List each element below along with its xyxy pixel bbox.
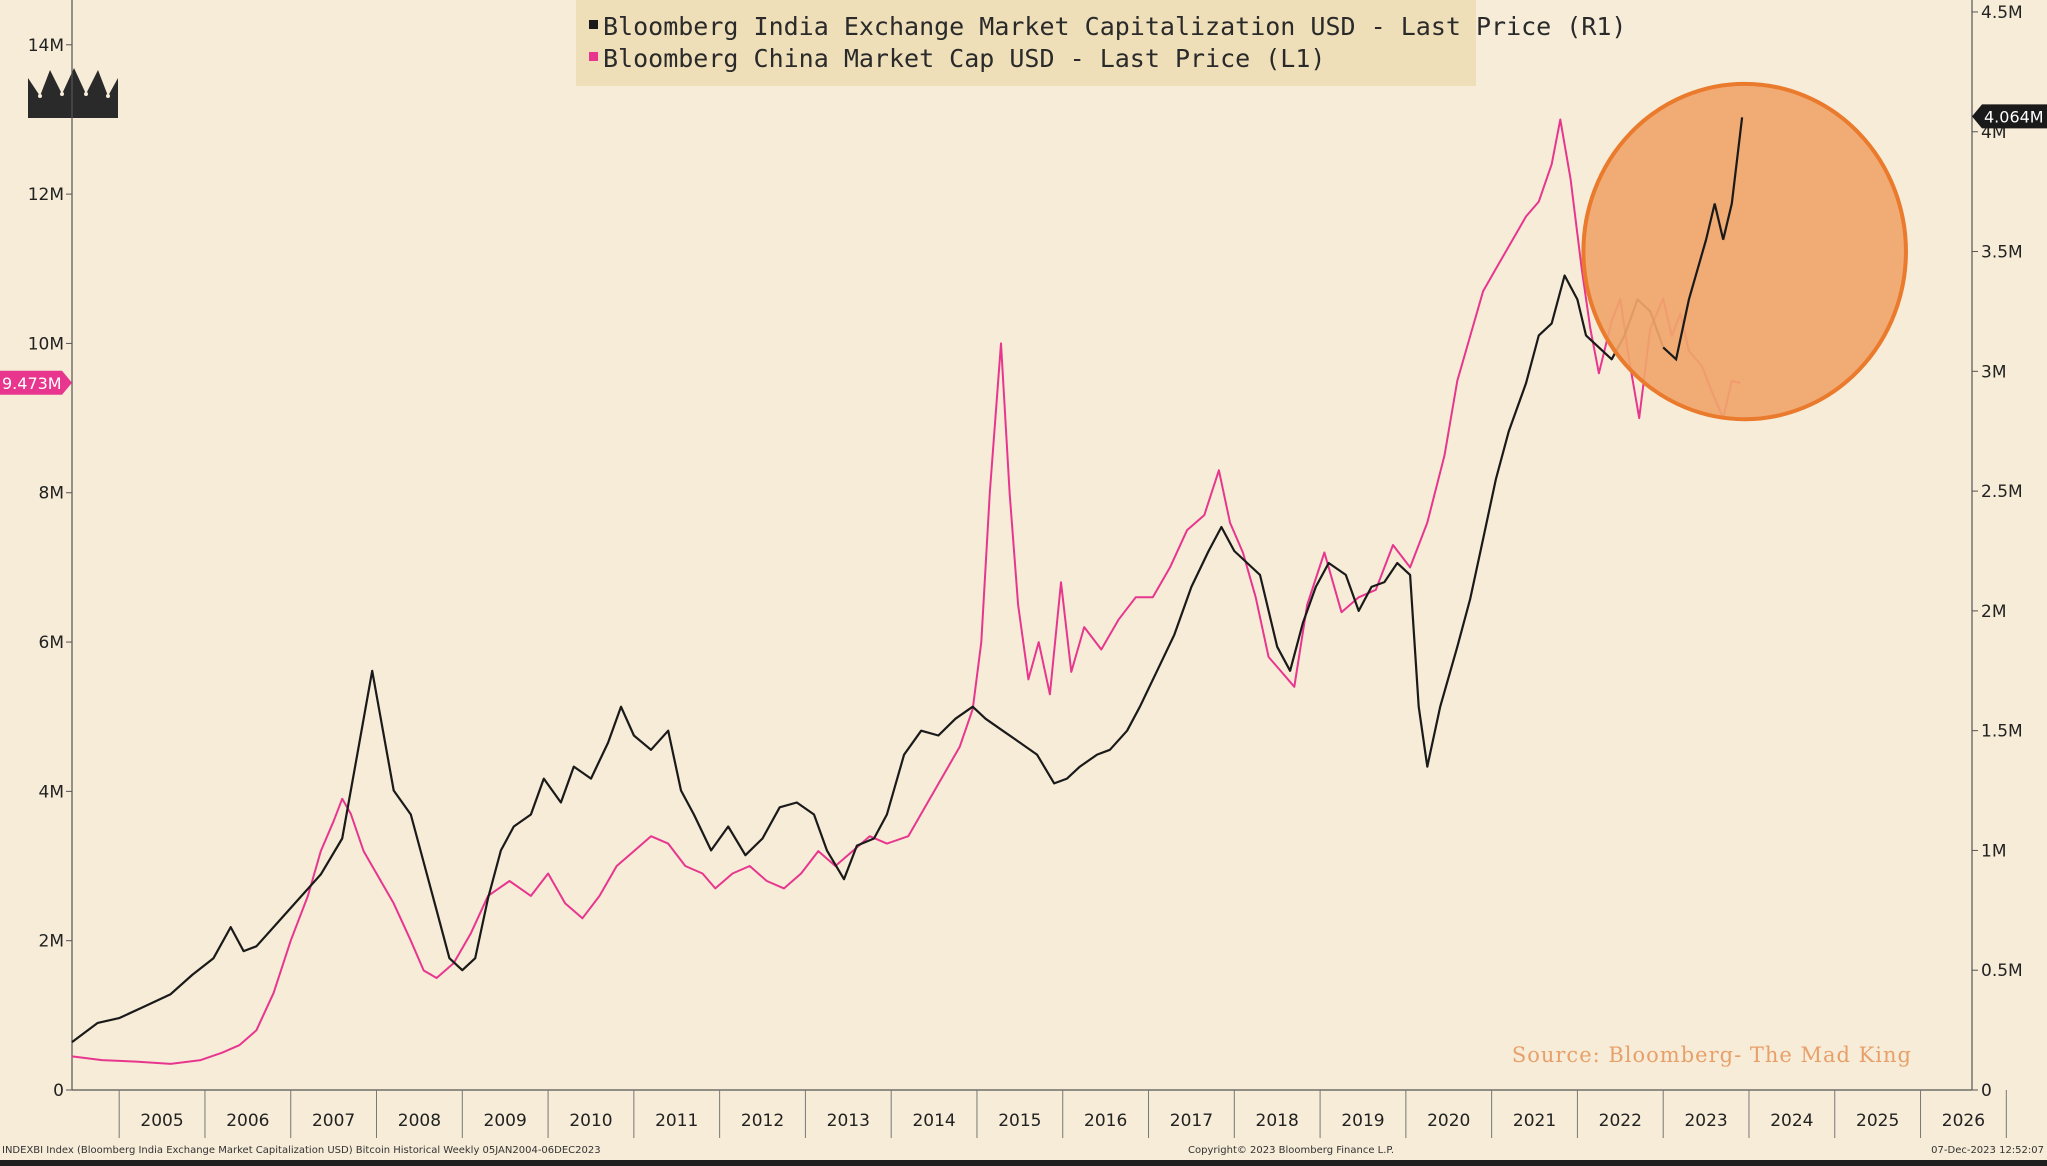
x-tick-label-2008: 2008 bbox=[398, 1111, 441, 1131]
y-right-tick-label: 3.5M bbox=[1981, 243, 2023, 263]
y-left-tick-label: 0 bbox=[53, 1081, 64, 1101]
x-tick-label-2017: 2017 bbox=[1170, 1111, 1213, 1131]
y-left-tick-label: 10M bbox=[28, 334, 64, 354]
x-tick-label-2022: 2022 bbox=[1599, 1111, 1642, 1131]
x-tick-label-2023: 2023 bbox=[1684, 1111, 1727, 1131]
x-tick-label-2006: 2006 bbox=[226, 1111, 269, 1131]
x-tick-label-2025: 2025 bbox=[1856, 1111, 1899, 1131]
x-tick-label-2009: 2009 bbox=[484, 1111, 527, 1131]
x-tick-label-2005: 2005 bbox=[140, 1111, 183, 1131]
y-right-tick-label: 3M bbox=[1981, 362, 2006, 382]
x-tick-label-2011: 2011 bbox=[655, 1111, 698, 1131]
series-line-china-market-cap bbox=[71, 118, 1741, 1065]
x-tick-label-2020: 2020 bbox=[1427, 1111, 1470, 1131]
y-right-tick-label: 0 bbox=[1981, 1081, 1992, 1101]
left-last-value-label: 9.473M bbox=[2, 374, 62, 393]
right-last-value-label: 4.064M bbox=[1984, 107, 2044, 126]
footer-center: Copyright© 2023 Bloomberg Finance L.P. bbox=[1188, 1145, 1394, 1156]
y-axis-left-labels: 0 2M 4M 6M 8M 10M 12M 14M bbox=[28, 36, 64, 1101]
footer-left: INDEXBI Index (Bloomberg India Exchange … bbox=[2, 1145, 601, 1156]
y-left-tick-label: 8M bbox=[39, 484, 64, 504]
left-last-value-tag: 9.473M bbox=[0, 370, 72, 395]
source-note: Source: Bloomberg- The Mad King bbox=[1512, 1043, 1912, 1067]
x-tick-label-2021: 2021 bbox=[1513, 1111, 1556, 1131]
y-left-tick-label: 2M bbox=[39, 932, 64, 952]
series-line-india-market-cap bbox=[71, 117, 1744, 1043]
x-axis-labels: 2005 2006 2007 2008 2009 2010 2011 2012 2013 2014… bbox=[140, 1111, 1985, 1131]
x-tick-label-2010: 2010 bbox=[569, 1111, 612, 1131]
right-last-value-tag: 4.064M bbox=[1972, 104, 2047, 129]
x-tick-label-2024: 2024 bbox=[1770, 1111, 1813, 1131]
x-tick-label-2007: 2007 bbox=[312, 1111, 355, 1131]
highlight-circle bbox=[1581, 81, 1908, 422]
y-right-tick-label: 0.5M bbox=[1981, 961, 2023, 981]
chart-axes bbox=[66, 0, 2007, 1138]
y-left-tick-label: 6M bbox=[39, 633, 64, 653]
x-tick-label-2026: 2026 bbox=[1942, 1111, 1985, 1131]
legend-swatch-india bbox=[589, 20, 598, 29]
x-tick-label-2014: 2014 bbox=[912, 1111, 955, 1131]
y-right-tick-label: 1.5M bbox=[1981, 722, 2023, 742]
y-left-tick-label: 12M bbox=[28, 185, 64, 205]
y-right-tick-label: 2M bbox=[1981, 602, 2006, 622]
crown-icon bbox=[28, 68, 118, 118]
legend-label-india: Bloomberg India Exchange Market Capitali… bbox=[603, 12, 1627, 41]
y-right-tick-label: 1M bbox=[1981, 841, 2006, 861]
x-tick-label-2015: 2015 bbox=[998, 1111, 1041, 1131]
legend-label-china: Bloomberg China Market Cap USD - Last Pr… bbox=[603, 44, 1325, 73]
x-tick-label-2018: 2018 bbox=[1256, 1111, 1299, 1131]
series-line-india-tail bbox=[1662, 117, 1744, 362]
x-tick-label-2019: 2019 bbox=[1341, 1111, 1384, 1131]
footer-bottom-strip bbox=[0, 1160, 2047, 1166]
legend-swatch-china bbox=[589, 52, 598, 61]
x-tick-label-2012: 2012 bbox=[741, 1111, 784, 1131]
legend: Bloomberg India Exchange Market Capitali… bbox=[576, 0, 1627, 86]
x-tick-label-2016: 2016 bbox=[1084, 1111, 1127, 1131]
y-left-tick-label: 4M bbox=[39, 782, 64, 802]
y-left-tick-label: 14M bbox=[28, 36, 64, 56]
footer-right: 07-Dec-2023 12:52:07 bbox=[1931, 1145, 2044, 1156]
x-tick-label-2013: 2013 bbox=[827, 1111, 870, 1131]
y-right-tick-label: 4.5M bbox=[1981, 3, 2023, 23]
legend-box bbox=[576, 0, 1476, 86]
y-right-tick-label: 2.5M bbox=[1981, 482, 2023, 502]
